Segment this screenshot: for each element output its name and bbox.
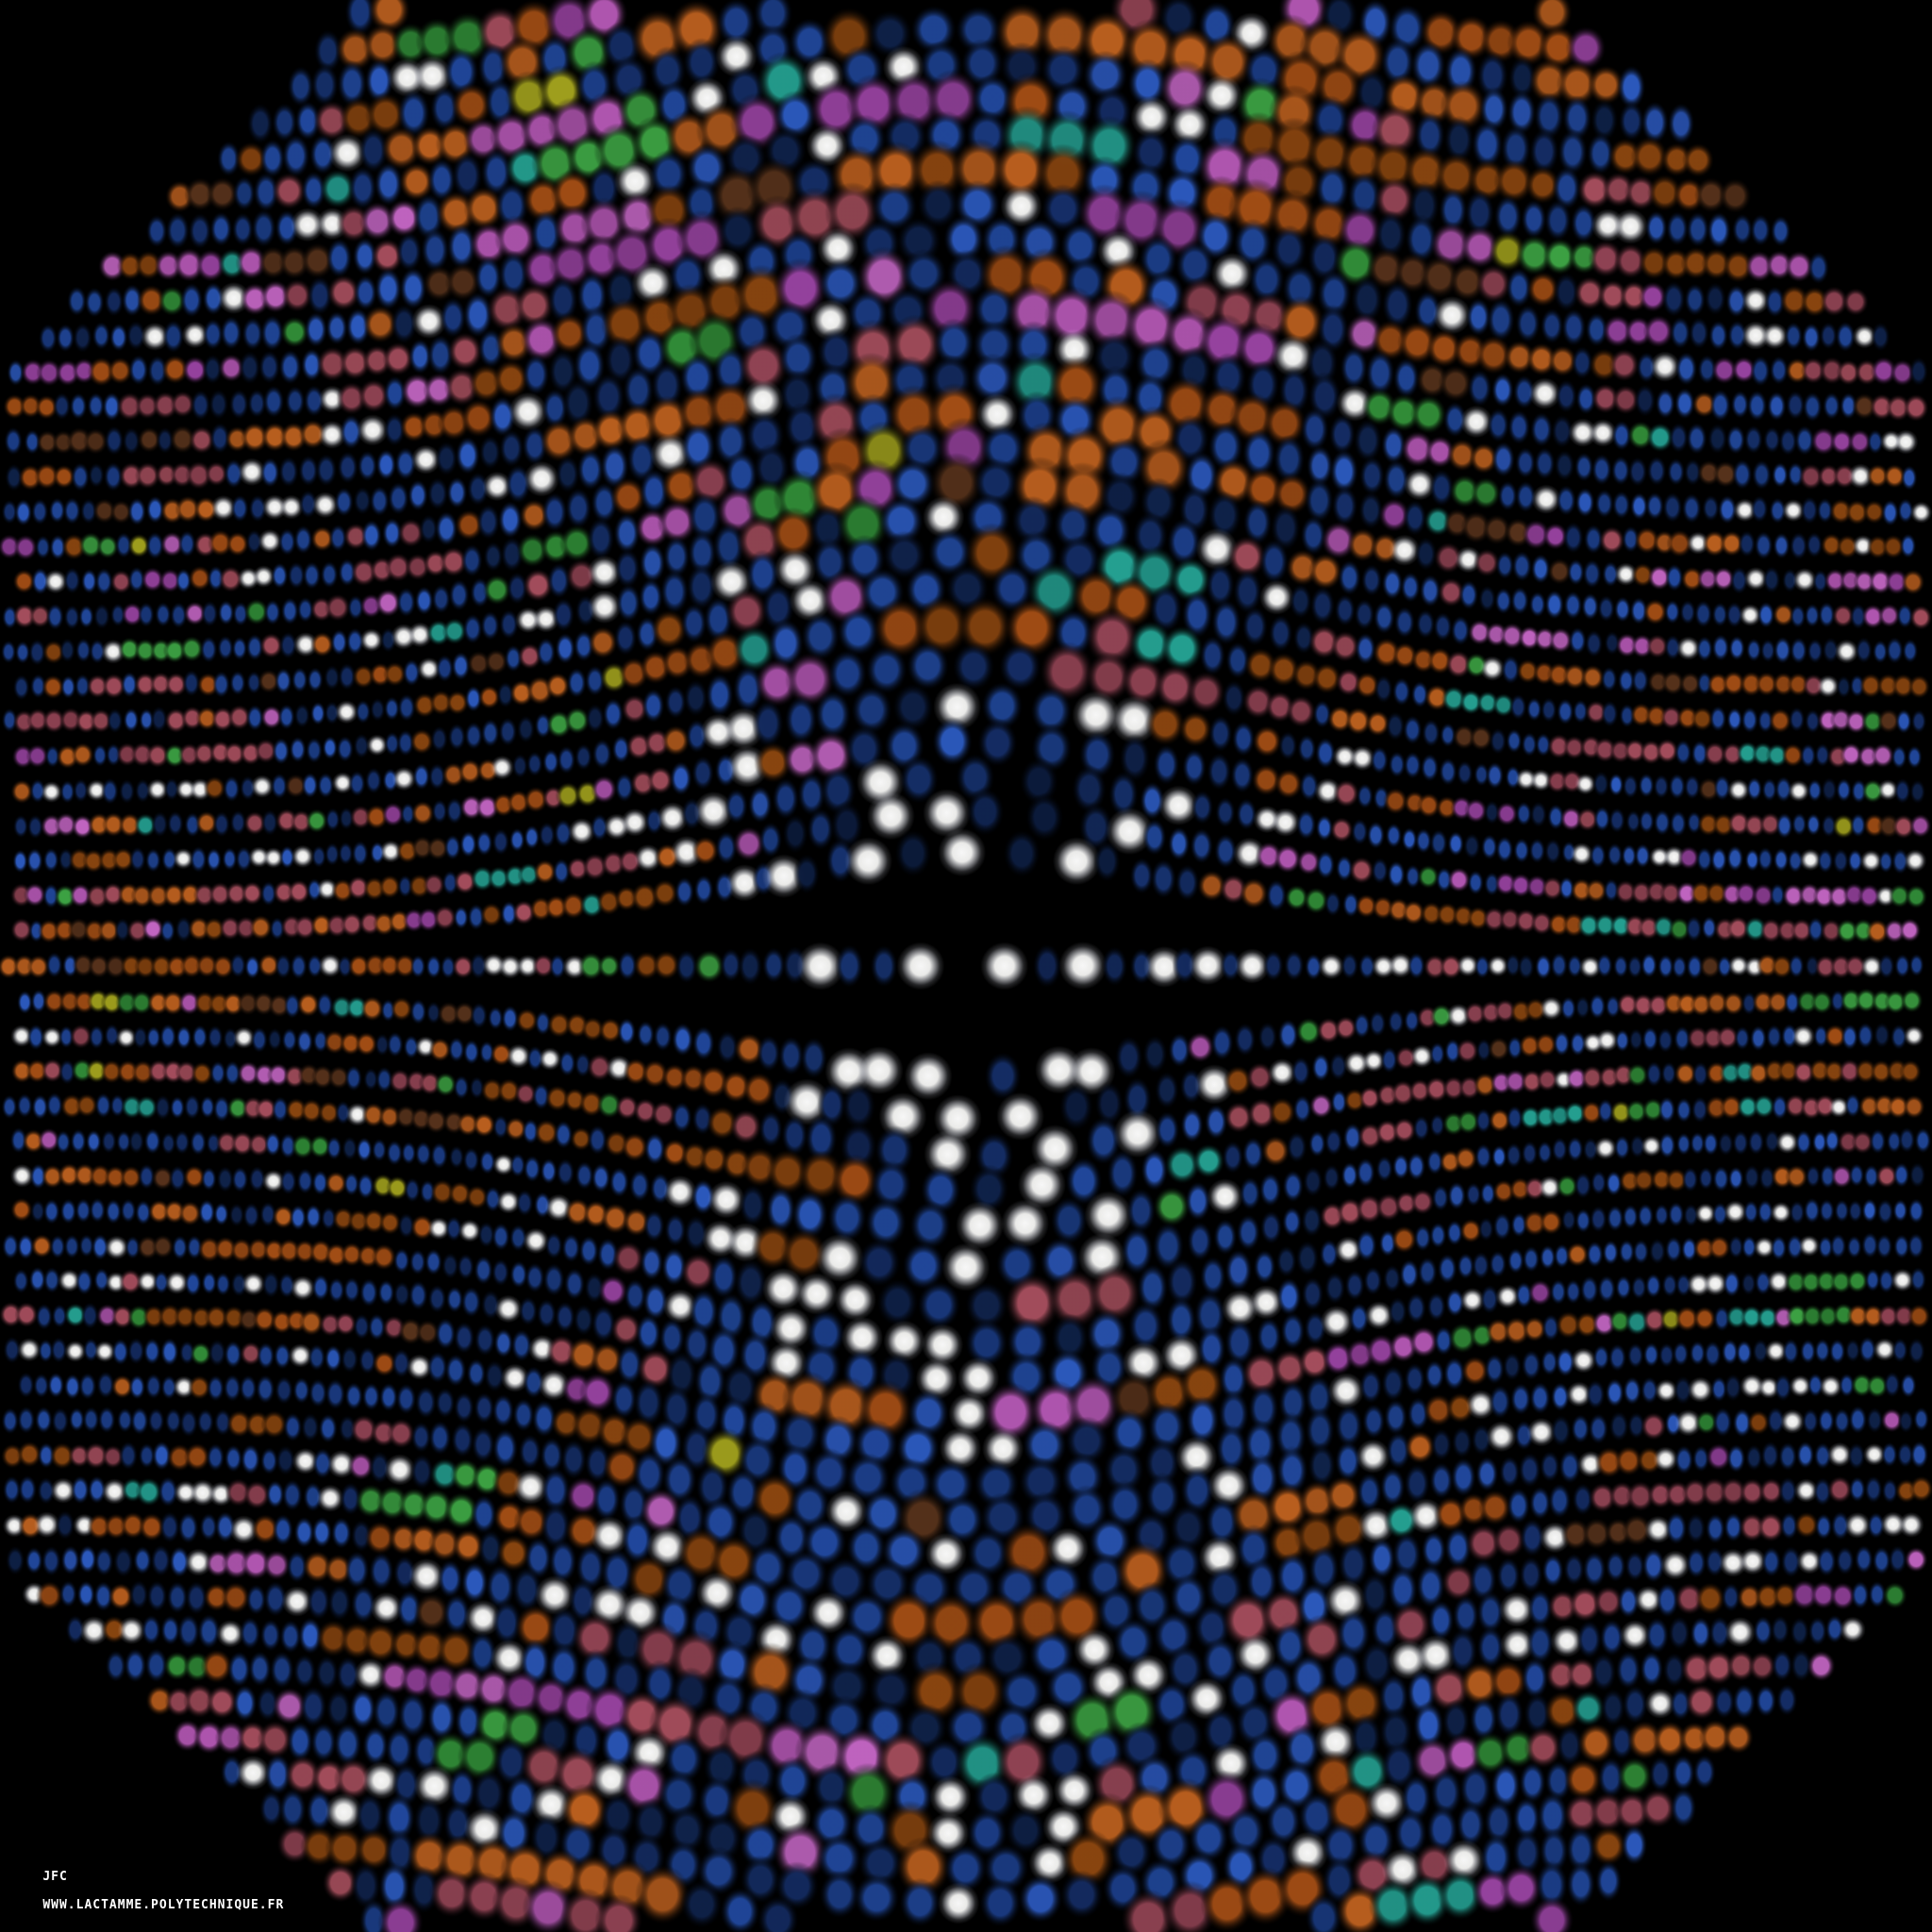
signature-author: JFC bbox=[42, 1870, 68, 1884]
signature-url: WWW.LACTAMME.POLYTECHNIQUE.FR bbox=[42, 1898, 285, 1912]
signature: JFC WWW.LACTAMME.POLYTECHNIQUE.FR bbox=[9, 1856, 284, 1926]
